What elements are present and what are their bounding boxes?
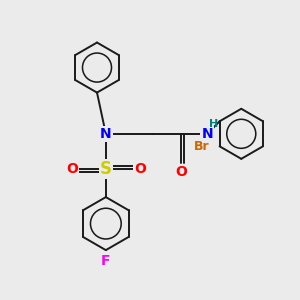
Text: N: N [202, 127, 213, 141]
Text: S: S [100, 160, 112, 178]
Text: F: F [101, 254, 111, 268]
Text: N: N [100, 127, 112, 141]
Text: O: O [134, 162, 146, 176]
Text: O: O [66, 162, 78, 176]
Text: O: O [175, 165, 187, 179]
Text: Br: Br [194, 140, 209, 153]
Text: H: H [209, 119, 218, 129]
